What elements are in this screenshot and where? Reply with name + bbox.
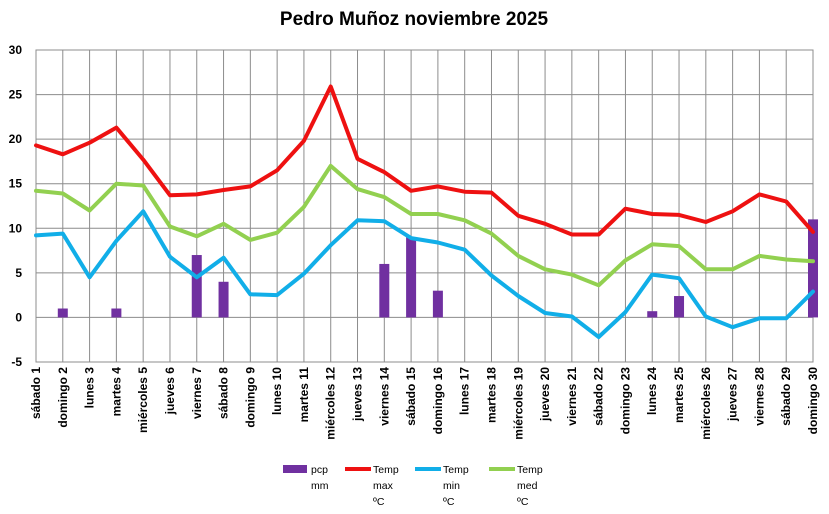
x-tick-label-1: domingo 2	[56, 367, 70, 428]
pcp-bar-29	[808, 219, 818, 318]
series-line-2	[34, 163, 815, 288]
x-tick-label-27: viernes 28	[752, 367, 766, 426]
x-tick-label-9: lunes 10	[270, 367, 284, 415]
x-tick-label-11: miércoles 12	[324, 367, 338, 440]
legend-label-1-0: Temp	[373, 464, 399, 476]
y-tick-label-6: 25	[9, 88, 23, 102]
x-tick-label-7: sábado 8	[217, 367, 231, 419]
legend-label-3-1: med	[517, 480, 538, 492]
x-tick-label-14: sábado 15	[404, 367, 418, 426]
x-tick-label-0: sábado 1	[29, 367, 43, 419]
legend-label-3-2: ºC	[517, 496, 529, 508]
chart-title: Pedro Muñoz noviembre 2025	[280, 9, 549, 30]
pcp-bar-7	[218, 281, 229, 318]
y-tick-label-4: 15	[9, 177, 23, 191]
x-tick-label-25: miércoles 26	[699, 367, 713, 440]
y-tick-label-2: 5	[15, 266, 22, 280]
x-tick-label-19: jueves 20	[538, 367, 552, 422]
legend-label-2-1: min	[443, 480, 460, 492]
x-tick-label-16: lunes 17	[458, 367, 472, 415]
legend-label-1-1: max	[373, 480, 394, 492]
y-tick-label-3: 10	[9, 221, 23, 235]
x-tick-label-23: lunes 24	[645, 367, 659, 415]
y-axis-ticks: -5 0 5 10 15 20 25 30	[9, 43, 23, 369]
x-tick-label-22: domingo 23	[618, 367, 632, 435]
legend-label-2-0: Temp	[443, 464, 469, 476]
y-tick-label-1: 0	[15, 310, 22, 324]
x-tick-label-28: sábado 29	[779, 367, 793, 426]
x-tick-label-8: domingo 9	[243, 367, 257, 428]
legend: pcp mm Temp max ºC Temp min ºC Temp med ºC	[283, 464, 543, 508]
x-tick-label-21: sábado 22	[592, 367, 606, 426]
x-tick-label-6: viernes 7	[190, 367, 204, 419]
x-tick-label-4: miércoles 5	[136, 367, 150, 433]
legend-label-0-0: pcp	[311, 464, 328, 476]
pcp-bar-14	[406, 237, 417, 318]
x-tick-label-2: lunes 3	[83, 367, 97, 409]
x-tick-label-24: martes 25	[672, 367, 686, 423]
pcp-bar-1	[57, 308, 68, 318]
y-tick-label-0: -5	[11, 355, 22, 369]
y-tick-label-5: 20	[9, 132, 23, 146]
pcp-bar-24	[674, 296, 685, 318]
legend-label-3-0: Temp	[517, 464, 543, 476]
plot-area-border	[35, 49, 814, 363]
x-tick-label-12: jueves 13	[351, 367, 365, 422]
pcp-bar-6	[191, 255, 202, 318]
y-tick-label-7: 30	[9, 43, 23, 57]
pcp-bar-23	[647, 311, 658, 318]
legend-swatch-0	[283, 465, 307, 473]
x-tick-label-18: miércoles 19	[511, 367, 525, 440]
legend-label-0-1: mm	[311, 480, 329, 492]
x-tick-label-26: jueves 27	[726, 367, 740, 422]
precipitation-bars	[57, 219, 818, 318]
legend-label-1-2: ºC	[373, 496, 385, 508]
x-tick-label-20: viernes 21	[565, 367, 579, 426]
grid	[35, 49, 814, 363]
legend-label-2-2: ºC	[443, 496, 455, 508]
x-tick-label-29: domingo 30	[806, 367, 820, 435]
x-tick-label-15: domingo 16	[431, 367, 445, 435]
pcp-bar-3	[111, 308, 122, 318]
series-line-0	[34, 84, 815, 237]
temperature-lines	[34, 84, 815, 339]
x-tick-label-3: martes 4	[109, 367, 123, 417]
pcp-bar-15	[432, 290, 443, 318]
pcp-bar-13	[379, 263, 390, 318]
x-tick-label-5: jueves 6	[163, 367, 177, 416]
x-tick-label-17: martes 18	[484, 367, 498, 423]
x-axis-ticks: sábado 1 domingo 2 lunes 3 martes 4 miércole…	[29, 367, 820, 440]
x-tick-label-13: viernes 14	[377, 367, 391, 426]
series-line-1	[34, 209, 815, 339]
x-tick-label-10: martes 11	[297, 367, 311, 423]
